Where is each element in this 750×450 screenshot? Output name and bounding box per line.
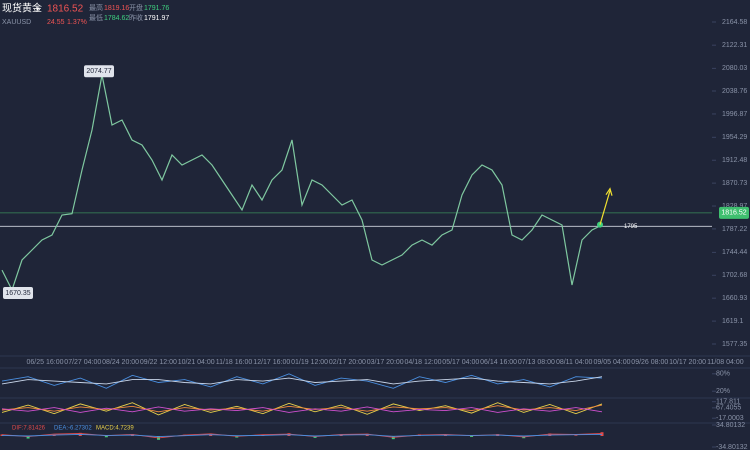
low: 1784.62 [104, 15, 129, 22]
change: 24.55 [47, 19, 65, 26]
y-tick-label: 1912.48 [722, 157, 747, 164]
high-box [84, 65, 114, 78]
x-tick-label: 05/17 04:00 [442, 359, 479, 366]
x-tick-label: 11/18 16:00 [216, 359, 253, 366]
x-tick-label: 12/17 16:00 [253, 359, 290, 366]
y-tick-label: 2038.76 [722, 88, 747, 95]
y-tick-label: 80% [716, 371, 730, 378]
y-tick-label: 1577.35 [722, 341, 747, 348]
x-tick-label: 09/22 12:00 [140, 359, 177, 366]
x-tick-label: 03/17 20:00 [367, 359, 404, 366]
instrument-name[interactable]: 现货黄金 [2, 2, 42, 15]
x-tick-label: 06/14 16:00 [480, 359, 517, 366]
symbol: XAUUSD [2, 19, 31, 26]
marker-label: 1795 [624, 224, 638, 230]
x-tick-label: 04/18 12:00 [405, 359, 442, 366]
y-tick-label: 117.811 [716, 399, 740, 406]
y-tick-label: 2122.31 [722, 42, 747, 49]
macd-bar [600, 432, 604, 436]
y-tick-label: 1787.22 [722, 226, 747, 233]
y-tick-label: 1954.29 [722, 134, 747, 141]
y-tick-label: 67.4055 [716, 405, 741, 412]
x-tick-label: 06/25 16:00 [27, 359, 64, 366]
y-tick-label: 34.80132 [716, 422, 745, 429]
x-tick-label: 11/08 04:00 [707, 359, 744, 366]
change-pct: 1.37% [67, 19, 87, 26]
y-tick-label: -17.0003 [716, 415, 744, 422]
x-tick-label: 07/27 04:00 [64, 359, 101, 366]
indicator-line [1, 433, 603, 438]
y-tick-label: 2080.03 [722, 65, 747, 72]
high: 1819.16 [104, 5, 129, 12]
low-label: 1670.35 [5, 290, 30, 297]
forecast-arrow [599, 187, 613, 225]
low-box [3, 287, 33, 300]
legend-entry: MACD:4.7239 [96, 426, 134, 432]
low-label: 最低 [89, 13, 103, 22]
y-tick-label: 1744.44 [722, 249, 747, 256]
prev-close: 1791.97 [144, 15, 169, 22]
macd-bar [574, 435, 578, 436]
y-tick-label: 2164.58 [722, 19, 747, 26]
macd-bar [470, 436, 474, 437]
x-tick-label: 08/24 20:00 [102, 359, 139, 366]
indicator-line [1, 376, 603, 385]
y-tick-label: 20% [716, 388, 730, 395]
legend-entry: DIF:7.81426 [12, 426, 46, 432]
y-tick-label: -34.80132 [716, 444, 748, 450]
high-label: 2074.77 [86, 68, 111, 75]
y-tick-label: 1660.93 [722, 295, 747, 302]
x-tick-label: 10/17 20:00 [669, 359, 706, 366]
y-tick-label: 1828.97 [722, 203, 747, 210]
high-label: 最高 [89, 3, 103, 12]
x-tick-label: 02/17 20:00 [329, 359, 366, 366]
y-tick-label: 1702.68 [722, 272, 747, 279]
open-label: 开盘 [129, 3, 143, 12]
price: 1816.52 [47, 4, 84, 15]
y-tick-label: 1996.87 [722, 111, 747, 118]
x-tick-label: 08/11 04:00 [556, 359, 593, 366]
legend-entry: DEA:-6.27302 [54, 426, 92, 432]
macd-bar [235, 436, 239, 438]
open: 1791.76 [144, 5, 169, 12]
x-tick-label: 10/21 04:00 [178, 359, 215, 366]
indicator-line [1, 373, 603, 389]
dropdown-arrow[interactable]: ▾ [36, 6, 40, 13]
x-tick-label: 07/13 08:00 [518, 359, 555, 366]
x-tick-label: 01/19 12:00 [291, 359, 328, 366]
last-label: 1816.52 [721, 210, 746, 217]
macd-bar [0, 434, 4, 436]
indicator-line [1, 406, 603, 413]
x-tick-label: 09/26 08:00 [631, 359, 668, 366]
y-tick-label: 1870.73 [722, 180, 747, 187]
macd-bar [26, 436, 30, 439]
y-tick-label: 1619.1 [722, 318, 744, 325]
prev-label: 昨收 [129, 13, 143, 22]
x-tick-label: 09/05 04:00 [594, 359, 631, 366]
last-box [719, 206, 749, 219]
macd-bar [104, 436, 108, 438]
